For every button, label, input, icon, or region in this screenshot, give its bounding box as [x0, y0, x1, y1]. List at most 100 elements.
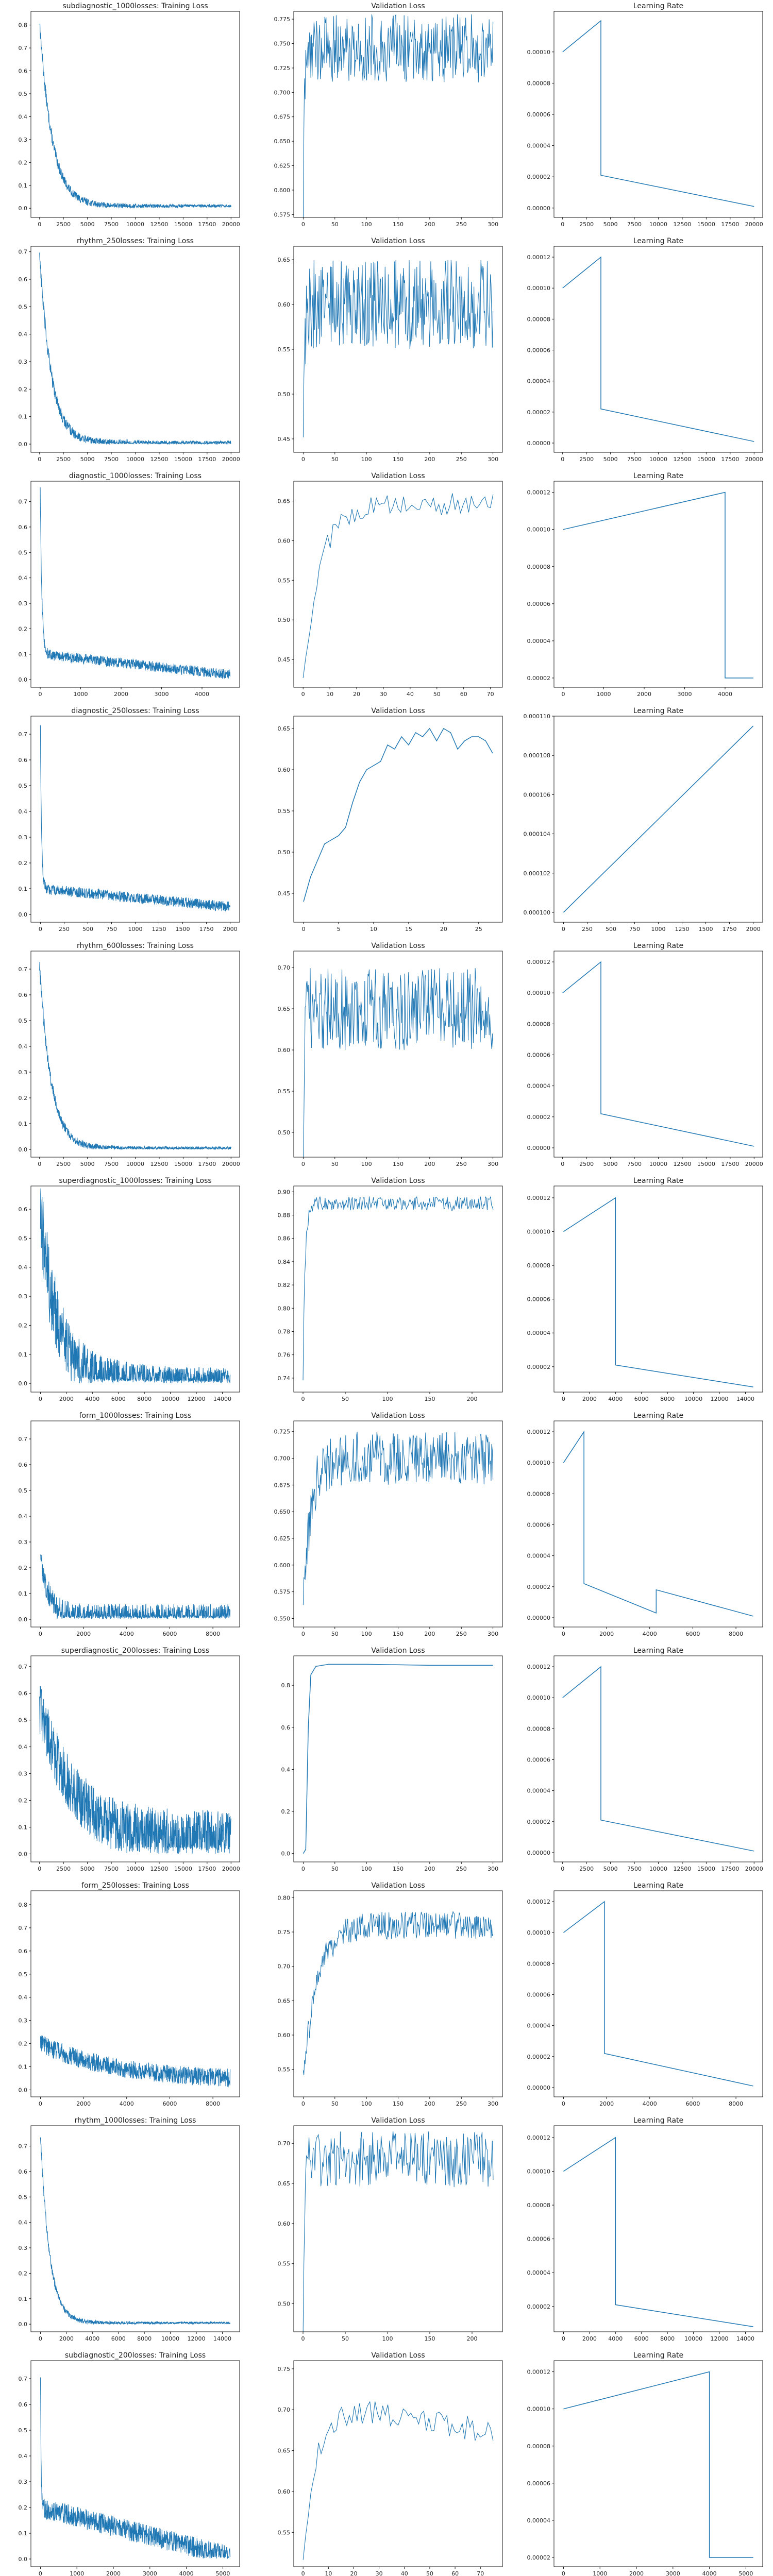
y-tick-label: 0.6	[19, 757, 28, 764]
series-line	[563, 2371, 753, 2558]
plot-frame	[30, 2125, 240, 2332]
series-line	[563, 492, 753, 679]
x-tick-label: 12000	[711, 2335, 729, 2342]
y-tick-label: 0.65	[278, 725, 291, 732]
x-tick-label: 70	[477, 2570, 484, 2576]
x-tick-label: 60	[460, 691, 467, 698]
y-tick-label: 0.650	[274, 138, 291, 145]
y-tick-label: 0.00006	[527, 111, 551, 118]
x-tick-label: 12500	[150, 221, 168, 228]
chart-title: rhythm_1000losses: Training Loss	[75, 2116, 196, 2125]
chart-title: form_250losses: Training Loss	[81, 1882, 189, 1890]
y-tick-label: 0.50	[278, 2301, 291, 2308]
y-tick-label: 0.4	[19, 808, 28, 815]
x-tick-label: 10000	[126, 456, 144, 463]
x-tick-label: 1000	[651, 926, 666, 933]
x-tick-label: 250	[59, 926, 70, 933]
x-tick-label: 50	[331, 1631, 339, 1637]
x-tick-label: 0	[38, 1866, 41, 1872]
y-tick-label: 0.00010	[527, 2406, 551, 2413]
x-tick-label: 6000	[162, 2100, 177, 2107]
plot-frame	[553, 11, 763, 218]
y-tick-label: 0.00004	[527, 1330, 551, 1336]
y-tick-label: 0.00002	[527, 2554, 551, 2561]
chart-title: Learning Rate	[633, 1177, 683, 1185]
chart-panel-15: superdiagnostic_1000losses: Training Los…	[19, 1177, 240, 1402]
y-tick-label: 0.55	[278, 346, 291, 353]
x-tick-label: 15000	[174, 1161, 192, 1167]
series-line	[40, 725, 231, 911]
x-tick-label: 3000	[678, 691, 692, 698]
x-tick-label: 10000	[649, 456, 667, 463]
x-tick-label: 12000	[188, 2335, 206, 2342]
y-tick-label: 0.4	[19, 2219, 28, 2226]
y-tick-label: 0.86	[278, 1235, 291, 1242]
series-line	[562, 256, 754, 442]
x-tick-label: 4000	[85, 2335, 99, 2342]
y-tick-label: 0.775	[274, 16, 291, 23]
x-tick-label: 1750	[199, 926, 214, 933]
y-tick-label: 0.000106	[524, 791, 551, 798]
y-tick-label: 0.3	[19, 2245, 28, 2251]
chart-panel-29: Learning Rate 0 2000 4000 6000 8000 10000 12000…	[527, 2116, 763, 2342]
x-tick-label: 2000	[223, 926, 238, 933]
x-tick-label: 15	[405, 926, 412, 933]
x-tick-label: 5000	[215, 2570, 230, 2576]
y-tick-label: 0.65	[278, 2180, 291, 2187]
x-tick-label: 5000	[603, 1161, 618, 1167]
x-tick-label: 20000	[222, 221, 240, 228]
x-tick-label: 2500	[579, 221, 594, 228]
x-tick-label: 17500	[198, 1866, 216, 1872]
y-tick-label: 0.7	[19, 731, 28, 738]
y-tick-label: 0.00010	[527, 527, 551, 533]
x-tick-label: 6000	[634, 2335, 649, 2342]
y-tick-label: 0.00012	[527, 2369, 551, 2376]
y-tick-label: 0.00002	[527, 1364, 551, 1370]
plot-frame	[553, 1655, 763, 1862]
chart-panel-23: Learning Rate 0 2500 5000 7500 10000 12500 1500…	[527, 1647, 763, 1872]
y-tick-label: 0.625	[274, 163, 291, 170]
x-tick-label: 15000	[697, 221, 715, 228]
x-tick-label: 5000	[603, 1866, 618, 1872]
x-tick-label: 0	[301, 691, 305, 698]
series-line	[562, 1666, 754, 1852]
y-tick-label: 0.5	[19, 303, 28, 310]
x-tick-label: 14000	[736, 2335, 754, 2342]
x-tick-label: 0	[561, 221, 564, 228]
chart-title: subdiagnostic_200losses: Training Loss	[65, 2351, 206, 2360]
y-tick-label: 0.00010	[527, 1929, 551, 1936]
x-tick-label: 70	[487, 691, 494, 698]
y-tick-label: 0.65	[278, 2448, 291, 2454]
x-tick-label: 200	[424, 1631, 435, 1637]
y-tick-label: 0.3	[19, 1293, 28, 1300]
x-tick-label: 7500	[104, 221, 119, 228]
chart-title: subdiagnostic_1000losses: Training Loss	[62, 2, 208, 10]
series-line	[39, 961, 231, 1150]
x-tick-label: 10	[370, 926, 377, 933]
x-tick-label: 150	[393, 1631, 404, 1637]
x-tick-label: 4000	[195, 691, 209, 698]
series-line	[39, 23, 231, 209]
chart-title: Validation Loss	[371, 942, 425, 950]
y-tick-label: 0.80	[278, 1894, 291, 1901]
y-tick-label: 0.00010	[527, 1229, 551, 1235]
series-line	[303, 2131, 494, 2332]
y-tick-label: 0.4	[19, 1744, 28, 1751]
plot-frame	[553, 2125, 763, 2332]
y-tick-label: 0.74	[278, 1375, 291, 1382]
y-tick-label: 0.2	[19, 2270, 28, 2277]
chart-panel-17: Learning Rate 0 2000 4000 6000 8000 10000 12000…	[527, 1177, 763, 1402]
y-tick-label: 0.70	[278, 2406, 291, 2413]
y-tick-label: 0.2	[19, 159, 28, 166]
x-tick-label: 10000	[126, 221, 144, 228]
x-tick-label: 10000	[161, 2335, 179, 2342]
x-tick-label: 15000	[174, 456, 192, 463]
series-line	[303, 14, 494, 217]
x-tick-label: 12500	[673, 456, 691, 463]
y-tick-label: 0.65	[278, 1997, 291, 2004]
x-tick-label: 14000	[736, 1396, 754, 1402]
chart-title: superdiagnostic_200losses: Training Loss	[61, 1647, 209, 1655]
x-tick-label: 7500	[627, 456, 642, 463]
x-tick-label: 7500	[104, 1866, 119, 1872]
